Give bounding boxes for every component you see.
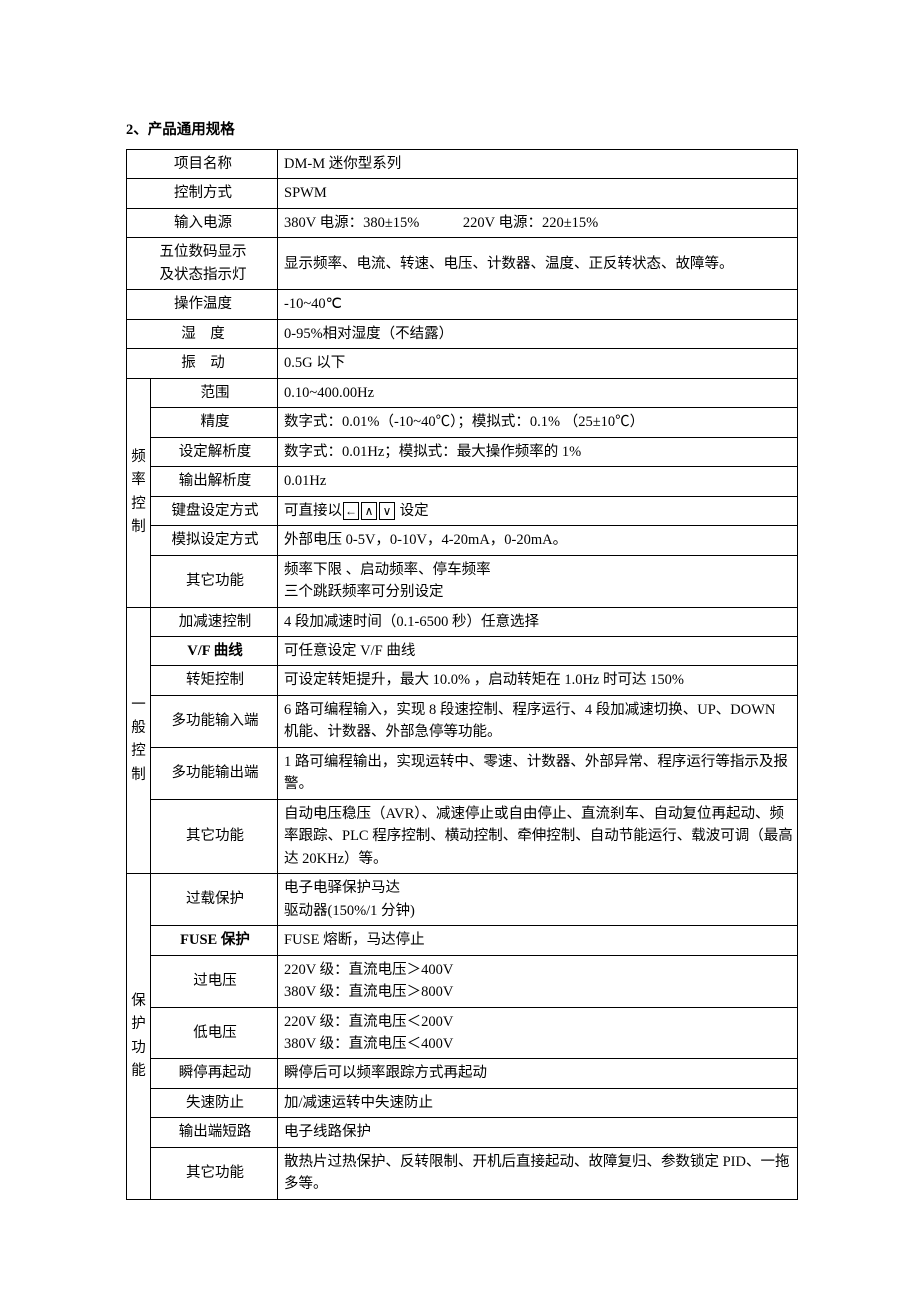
table-row: 过电压220V 级：直流电压＞400V380V 级：直流电压＞800V xyxy=(127,955,798,1007)
spec-value: 外部电压 0-5V，0-10V，4-20mA，0-20mA。 xyxy=(278,526,798,555)
spec-value: SPWM xyxy=(278,179,798,208)
key-icon: ∧ xyxy=(361,502,377,520)
key-icon: ∨ xyxy=(379,502,395,520)
spec-value: 380V 电源：380±15% 220V 电源：220±15% xyxy=(278,208,798,237)
spec-value: 220V 级：直流电压＜200V380V 级：直流电压＜400V xyxy=(278,1007,798,1059)
key-icon: ← xyxy=(343,502,359,520)
group-title: 一般控制 xyxy=(131,697,146,783)
table-row: 模拟设定方式外部电压 0-5V，0-10V，4-20mA，0-20mA。 xyxy=(127,526,798,555)
spec-value: 0-95%相对湿度（不结露） xyxy=(278,319,798,348)
spec-value: 自动电压稳压（AVR）、减速停止或自由停止、直流刹车、自动复位再起动、频率跟踪、… xyxy=(278,799,798,873)
spec-label: 键盘设定方式 xyxy=(151,496,278,525)
table-row: 项目名称DM-M 迷你型系列 xyxy=(127,150,798,179)
spec-label: 设定解析度 xyxy=(151,437,278,466)
spec-value: 数字式：0.01Hz；模拟式：最大操作频率的 1% xyxy=(278,437,798,466)
spec-label: 项目名称 xyxy=(127,150,278,179)
table-row: FUSE 保护FUSE 熔断，马达停止 xyxy=(127,926,798,955)
group-label: 一般控制 xyxy=(127,607,151,874)
table-row: 五位数码显示及状态指示灯显示频率、电流、转速、电压、计数器、温度、正反转状态、故… xyxy=(127,238,798,290)
spec-table: 项目名称DM-M 迷你型系列控制方式SPWM输入电源380V 电源：380±15… xyxy=(126,149,798,1200)
table-row: 其它功能频率下限 、启动频率、停车频率三个跳跃频率可分别设定 xyxy=(127,555,798,607)
spec-label: 瞬停再起动 xyxy=(151,1059,278,1088)
spec-value: 0.01Hz xyxy=(278,467,798,496)
table-row: 多功能输出端1 路可编程输出，实现运转中、零速、计数器、外部异常、程序运行等指示… xyxy=(127,747,798,799)
table-row: 输出端短路电子线路保护 xyxy=(127,1118,798,1147)
spec-label: 多功能输入端 xyxy=(151,695,278,747)
table-row: 频率控制范围0.10~400.00Hz xyxy=(127,378,798,407)
spec-value: -10~40℃ xyxy=(278,290,798,319)
spec-label: 多功能输出端 xyxy=(151,747,278,799)
section-heading: 2、产品通用规格 xyxy=(126,118,798,139)
table-row: 精度数字式：0.01%（-10~40℃）；模拟式：0.1% （25±10℃） xyxy=(127,408,798,437)
spec-label: 五位数码显示及状态指示灯 xyxy=(127,238,278,290)
table-row: 保护功能过载保护电子电驿保护马达驱动器(150%/1 分钟) xyxy=(127,874,798,926)
group-title: 频率控制 xyxy=(131,449,146,535)
spec-value: 电子电驿保护马达驱动器(150%/1 分钟) xyxy=(278,874,798,926)
spec-label: 过电压 xyxy=(151,955,278,1007)
spec-label: 失速防止 xyxy=(151,1088,278,1117)
spec-value: 1 路可编程输出，实现运转中、零速、计数器、外部异常、程序运行等指示及报警。 xyxy=(278,747,798,799)
spec-label: 输出端短路 xyxy=(151,1118,278,1147)
spec-value: 0.10~400.00Hz xyxy=(278,378,798,407)
table-row: 控制方式SPWM xyxy=(127,179,798,208)
table-row: 键盘设定方式可直接以←∧∨ 设定 xyxy=(127,496,798,525)
spec-value: 显示频率、电流、转速、电压、计数器、温度、正反转状态、故障等。 xyxy=(278,238,798,290)
spec-value: 可直接以←∧∨ 设定 xyxy=(278,496,798,525)
table-row: 低电压220V 级：直流电压＜200V380V 级：直流电压＜400V xyxy=(127,1007,798,1059)
table-row: 转矩控制可设定转矩提升，最大 10.0% ，启动转矩在 1.0Hz 时可达 15… xyxy=(127,666,798,695)
spec-label: 输出解析度 xyxy=(151,467,278,496)
spec-label: 模拟设定方式 xyxy=(151,526,278,555)
spec-value: 4 段加减速时间（0.1-6500 秒）任意选择 xyxy=(278,607,798,636)
spec-value: 加/减速运转中失速防止 xyxy=(278,1088,798,1117)
spec-label: 其它功能 xyxy=(151,799,278,873)
spec-value: 可设定转矩提升，最大 10.0% ，启动转矩在 1.0Hz 时可达 150% xyxy=(278,666,798,695)
spec-label: 输入电源 xyxy=(127,208,278,237)
table-row: 输入电源380V 电源：380±15% 220V 电源：220±15% xyxy=(127,208,798,237)
spec-value: 电子线路保护 xyxy=(278,1118,798,1147)
table-row: 操作温度-10~40℃ xyxy=(127,290,798,319)
table-row: 输出解析度0.01Hz xyxy=(127,467,798,496)
spec-label: FUSE 保护 xyxy=(151,926,278,955)
spec-label: 过载保护 xyxy=(151,874,278,926)
spec-value: 0.5G 以下 xyxy=(278,349,798,378)
spec-label: 低电压 xyxy=(151,1007,278,1059)
table-row: 多功能输入端6 路可编程输入，实现 8 段速控制、程序运行、4 段加减速切换、U… xyxy=(127,695,798,747)
table-row: 湿 度0-95%相对湿度（不结露） xyxy=(127,319,798,348)
spec-value: 散热片过热保护、反转限制、开机后直接起动、故障复归、参数锁定 PID、一拖多等。 xyxy=(278,1147,798,1199)
spec-value: 6 路可编程输入，实现 8 段速控制、程序运行、4 段加减速切换、UP、DOWN… xyxy=(278,695,798,747)
spec-label: 操作温度 xyxy=(127,290,278,319)
spec-label: 加减速控制 xyxy=(151,607,278,636)
spec-value: DM-M 迷你型系列 xyxy=(278,150,798,179)
spec-label: 其它功能 xyxy=(151,555,278,607)
spec-value: 可任意设定 V/F 曲线 xyxy=(278,636,798,665)
table-row: 其它功能散热片过热保护、反转限制、开机后直接起动、故障复归、参数锁定 PID、一… xyxy=(127,1147,798,1199)
spec-label: 转矩控制 xyxy=(151,666,278,695)
spec-label: 范围 xyxy=(151,378,278,407)
spec-label: 控制方式 xyxy=(127,179,278,208)
spec-label: 其它功能 xyxy=(151,1147,278,1199)
spec-label: 振 动 xyxy=(127,349,278,378)
spec-value: 频率下限 、启动频率、停车频率三个跳跃频率可分别设定 xyxy=(278,555,798,607)
group-label: 频率控制 xyxy=(127,378,151,607)
table-row: 一般控制加减速控制4 段加减速时间（0.1-6500 秒）任意选择 xyxy=(127,607,798,636)
table-row: 振 动0.5G 以下 xyxy=(127,349,798,378)
table-row: V/F 曲线可任意设定 V/F 曲线 xyxy=(127,636,798,665)
table-row: 失速防止加/减速运转中失速防止 xyxy=(127,1088,798,1117)
spec-value: 数字式：0.01%（-10~40℃）；模拟式：0.1% （25±10℃） xyxy=(278,408,798,437)
table-row: 瞬停再起动瞬停后可以频率跟踪方式再起动 xyxy=(127,1059,798,1088)
spec-value: 瞬停后可以频率跟踪方式再起动 xyxy=(278,1059,798,1088)
spec-label: 湿 度 xyxy=(127,319,278,348)
spec-label: 精度 xyxy=(151,408,278,437)
spec-value: 220V 级：直流电压＞400V380V 级：直流电压＞800V xyxy=(278,955,798,1007)
table-row: 其它功能自动电压稳压（AVR）、减速停止或自由停止、直流刹车、自动复位再起动、频… xyxy=(127,799,798,873)
spec-label: V/F 曲线 xyxy=(151,636,278,665)
table-row: 设定解析度数字式：0.01Hz；模拟式：最大操作频率的 1% xyxy=(127,437,798,466)
group-label: 保护功能 xyxy=(127,874,151,1200)
group-title: 保护功能 xyxy=(131,993,146,1079)
spec-value: FUSE 熔断，马达停止 xyxy=(278,926,798,955)
